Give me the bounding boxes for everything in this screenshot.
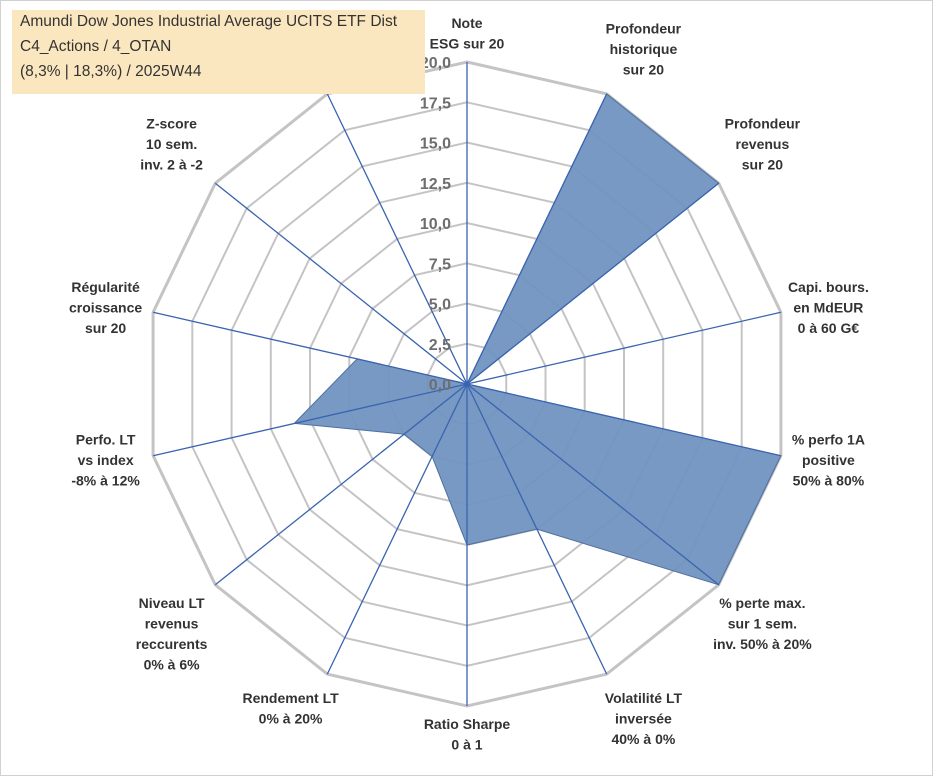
radar-axis-label: en MdEUR: [793, 300, 863, 316]
chart-title-line-2: C4_Actions / 4_OTAN: [20, 38, 172, 55]
radar-spoke-9: [214, 383, 468, 586]
radar-axis-label: vs index: [78, 452, 134, 468]
radar-series-0: [293, 93, 782, 586]
radar-tick-label: 12,5: [420, 176, 451, 193]
radar-axis-label: positive: [802, 452, 855, 468]
radar-spoke-13: [326, 93, 468, 385]
radar-tick-label: 10,0: [420, 216, 451, 233]
radar-series-layer: [293, 93, 782, 586]
radar-tick-label: 2,5: [429, 337, 451, 354]
radar-axis-label: sur 20: [623, 61, 664, 77]
radar-axis-label: revenus: [145, 616, 199, 632]
radar-axis-label: Niveau LT: [139, 595, 205, 611]
radar-tick-labels: 0,0 2,5 5,0 7,5 10,0 12,5 15,0 17,5 20,0: [420, 55, 451, 394]
radar-axis-label: 0% à 6%: [144, 657, 201, 673]
radar-tick-label: 20,0: [420, 55, 451, 72]
radar-axis-label: Volatilité LT: [605, 690, 683, 706]
radar-tick-label: 17,5: [420, 95, 451, 112]
radar-spoke-11: [152, 311, 468, 385]
radar-axis-label: 10 sem.: [146, 136, 197, 152]
radar-axis-label: 0% à 20%: [259, 711, 323, 727]
radar-axis-label: ESG sur 20: [430, 36, 505, 52]
radar-axis-label: historique: [610, 41, 678, 57]
radar-axis-label: Régularité: [71, 279, 140, 295]
radar-spokes: [152, 62, 782, 706]
radar-spoke-10: [152, 383, 468, 457]
radar-axis-label: croissance: [69, 300, 142, 316]
radar-axis-label: Rendement LT: [242, 690, 339, 706]
radar-axis-label: Z-score: [146, 115, 197, 131]
radar-axis-label: 40% à 0%: [611, 731, 675, 747]
chart-title-line-1: Amundi Dow Jones Industrial Average UCIT…: [20, 13, 398, 30]
radar-axis-label: sur 20: [742, 156, 783, 172]
radar-spoke-5: [466, 383, 720, 586]
radar-spoke-8: [326, 383, 468, 675]
radar-axis-label: inv. 50% à 20%: [713, 636, 812, 652]
radar-tick-label: 5,0: [429, 297, 451, 314]
radar-axis-label: 0 à 1: [451, 737, 482, 753]
radar-axis-label: inversée: [615, 711, 672, 727]
radar-axis-label: % perte max.: [719, 595, 805, 611]
radar-axis-labels: Note ESG sur 20 Profondeur historique sur 20…: [69, 15, 869, 753]
radar-axis-label: revenus: [736, 136, 790, 152]
radar-spoke-1: [466, 93, 608, 385]
radar-tick-label: 0,0: [429, 377, 451, 394]
radar-axis-label: Note: [451, 15, 482, 31]
radar-axis-label: Ratio Sharpe: [424, 716, 511, 732]
radar-axis-label: inv. 2 à -2: [140, 156, 203, 172]
chart-title-box: Amundi Dow Jones Industrial Average UCIT…: [12, 10, 425, 94]
radar-spoke-12: [214, 182, 468, 385]
radar-axis-label: sur 1 sem.: [728, 616, 797, 632]
chart-title-line-3: (8,3% | 18,3%) / 2025W44: [20, 63, 202, 80]
radar-axis-label: sur 20: [85, 320, 126, 336]
radar-axis-label: % perfo 1A: [792, 431, 865, 447]
radar-tick-label: 15,0: [420, 136, 451, 153]
radar-axis-label: Capi. bours.: [788, 279, 869, 295]
radar-axis-label: Profondeur: [606, 20, 682, 36]
radar-axis-label: Perfo. LT: [76, 431, 136, 447]
radar-spoke-4: [466, 383, 782, 457]
radar-spoke-2: [466, 182, 720, 385]
radar-spoke-3: [466, 311, 782, 385]
radar-axis-label: 0 à 60 G€: [798, 320, 860, 336]
radar-axis-label: 50% à 80%: [793, 472, 865, 488]
radar-axis-label: -8% à 12%: [71, 472, 140, 488]
radar-spoke-6: [466, 383, 608, 675]
radar-tick-label: 7,5: [429, 256, 451, 273]
radar-axis-label: Profondeur: [725, 115, 801, 131]
radar-axis-label: reccurents: [136, 636, 208, 652]
